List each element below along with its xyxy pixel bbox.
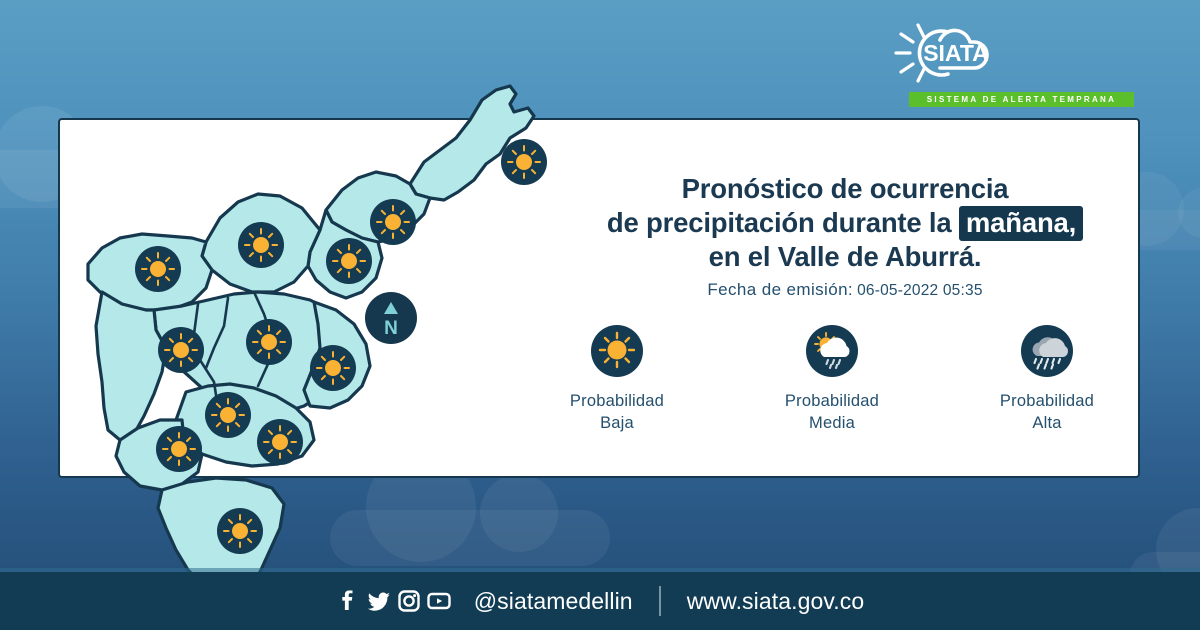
sun-cloud-rain-icon — [806, 325, 858, 377]
map-marker-envigado[interactable] — [310, 345, 356, 391]
legend-label-line-1: Probabilidad — [999, 392, 1095, 410]
north-arrow-icon: N — [384, 302, 398, 339]
legend-item-baja: Probabilidad Baja — [522, 325, 712, 434]
social-handle[interactable]: @siatamedellin — [473, 587, 633, 614]
map-marker-copacabana[interactable] — [326, 238, 372, 284]
footer-separator — [658, 586, 661, 616]
map-marker-medellin-centro[interactable] — [158, 327, 204, 373]
tagline-text: SISTEMA DE ALERTA TEMPRANA — [926, 95, 1117, 104]
instagram-icon[interactable] — [396, 588, 422, 614]
legend-label-line-1: Probabilidad — [784, 392, 880, 410]
legend-label-line-2: Alta — [1032, 414, 1062, 432]
legend-label-baja: Probabilidad Baja — [570, 390, 664, 434]
map-marker-sabaneta[interactable] — [257, 419, 303, 465]
map-marker-girardota[interactable] — [370, 199, 416, 245]
emission-label: Fecha de emisión: — [707, 280, 854, 299]
sun-icon-glyph — [376, 205, 410, 239]
map-region-barbosa — [408, 84, 536, 202]
sun-icon-glyph — [141, 252, 175, 286]
cloud-rain-icon — [1021, 325, 1073, 377]
sun-icon-glyph — [507, 145, 541, 179]
tagline-bar: SISTEMA DE ALERTA TEMPRANA — [909, 92, 1134, 107]
map-marker-bello[interactable] — [238, 222, 284, 268]
legend-item-alta: Probabilidad Alta — [952, 325, 1142, 434]
sun-icon-glyph — [316, 351, 350, 385]
legend-item-media: Probabilidad Media — [737, 325, 927, 434]
sun-icon-glyph — [164, 333, 198, 367]
legend-label-line-1: Probabilidad — [569, 392, 665, 410]
cloud-rain-icon-glyph — [1032, 337, 1068, 370]
footer-divider — [0, 568, 1200, 572]
sun-icon-glyph — [332, 244, 366, 278]
siata-logo-icon: SIATA — [894, 23, 989, 83]
sun-cloud-rain-icon-glyph — [814, 332, 850, 370]
background-cloud-icon — [330, 452, 610, 566]
sun-icon-glyph — [598, 331, 636, 369]
sun-icon-glyph — [252, 325, 286, 359]
headline-line-3: en el Valle de Aburrá. — [708, 241, 982, 272]
legend-label-line-2: Media — [809, 414, 855, 432]
sun-icon-glyph — [244, 228, 278, 262]
emission-value: 06-05-2022 05:35 — [857, 282, 983, 299]
headline-line-1: Pronóstico de ocurrencia — [681, 173, 1009, 204]
sun-icon-glyph — [263, 425, 297, 459]
facebook-icon[interactable] — [336, 588, 362, 614]
map-marker-barbosa[interactable] — [501, 139, 547, 185]
compass-label: N — [384, 318, 398, 339]
map-marker-medellin-norte[interactable] — [246, 319, 292, 365]
headline-line-2-text: de precipitación durante la — [606, 207, 959, 238]
website-url[interactable]: www.siata.gov.co — [686, 587, 865, 614]
map-marker-itagui[interactable] — [205, 392, 251, 438]
sun-icon-glyph — [162, 432, 196, 466]
legend-label-alta: Probabilidad Alta — [1000, 390, 1094, 434]
twitter-icon[interactable] — [366, 588, 392, 614]
sun-icon-glyph — [223, 514, 257, 548]
map-marker-san-jeronimo[interactable] — [135, 246, 181, 292]
legend-label-line-2: Baja — [600, 414, 634, 432]
compass-rose: N — [365, 292, 417, 344]
map-marker-caldas[interactable] — [217, 508, 263, 554]
content-card: N Pronóstico de ocurrencia de precipitac… — [58, 84, 1142, 596]
page-title: Pronóstico de ocurrencia de precipitació… — [560, 172, 1130, 274]
map-marker-la-estrella[interactable] — [156, 426, 202, 472]
siata-wordmark: SIATA — [923, 40, 989, 66]
sun-icon — [591, 325, 643, 377]
valle-de-aburra-map: N — [58, 42, 547, 596]
footer-bar: @siatamedellin www.siata.gov.co — [0, 572, 1200, 630]
map-region-medellin-oeste — [94, 290, 168, 442]
headline-highlight: mañana, — [958, 206, 1084, 241]
probability-legend: Probabilidad Baja — [522, 325, 1142, 434]
emission-date: Fecha de emisión: 06-05-2022 05:35 — [560, 280, 1130, 300]
legend-label-media: Probabilidad Media — [785, 390, 879, 434]
logo-bar: SIATA Área METROPOLITANA Valle de Aburrá — [890, 16, 1140, 112]
map-regions-svg — [86, 84, 536, 596]
headline-line-2: de precipitación durante la mañana, — [560, 206, 1130, 241]
youtube-icon[interactable] — [426, 588, 452, 614]
sun-icon-glyph — [211, 398, 245, 432]
